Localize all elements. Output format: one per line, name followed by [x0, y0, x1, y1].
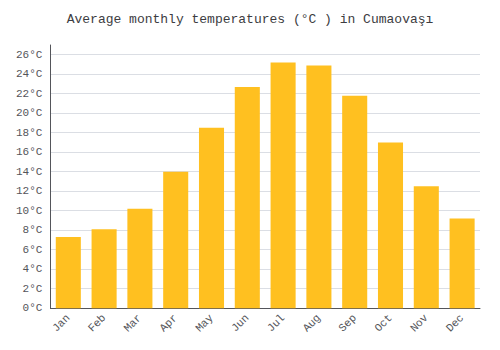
svg-text:Oct: Oct — [372, 312, 394, 334]
svg-text:Jun: Jun — [229, 312, 251, 334]
svg-text:12°C: 12°C — [16, 185, 43, 197]
svg-text:Apr: Apr — [157, 312, 179, 334]
svg-text:Jan: Jan — [50, 312, 72, 334]
svg-text:Feb: Feb — [86, 312, 108, 334]
svg-text:22°C: 22°C — [16, 88, 43, 100]
svg-text:4°C: 4°C — [23, 263, 43, 275]
svg-text:24°C: 24°C — [16, 68, 43, 80]
svg-text:18°C: 18°C — [16, 127, 43, 139]
svg-text:14°C: 14°C — [16, 166, 43, 178]
svg-text:Dec: Dec — [444, 312, 466, 334]
svg-text:Aug: Aug — [301, 312, 323, 334]
svg-text:16°C: 16°C — [16, 146, 43, 158]
svg-text:10°C: 10°C — [16, 205, 43, 217]
svg-text:0°C: 0°C — [23, 302, 43, 314]
svg-text:Jul: Jul — [265, 312, 287, 334]
svg-text:20°C: 20°C — [16, 107, 43, 119]
svg-text:26°C: 26°C — [16, 49, 43, 61]
svg-text:Nov: Nov — [408, 312, 431, 335]
svg-text:May: May — [193, 312, 216, 335]
svg-text:6°C: 6°C — [23, 244, 43, 256]
svg-text:2°C: 2°C — [23, 283, 43, 295]
svg-text:Mar: Mar — [122, 312, 144, 334]
svg-text:Average monthly temperatures (: Average monthly temperatures (°C ) in Cu… — [67, 12, 434, 27]
svg-text:Sep: Sep — [336, 312, 358, 334]
svg-text:8°C: 8°C — [23, 224, 43, 236]
